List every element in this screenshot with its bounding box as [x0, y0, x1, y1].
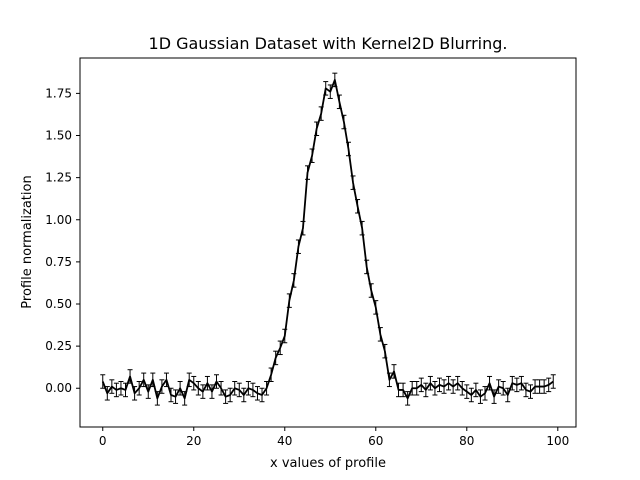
- axes-frame: [79, 57, 577, 428]
- x-tick-label: 100: [546, 434, 569, 448]
- series-line: [101, 79, 554, 400]
- x-tick-label: 20: [186, 434, 201, 448]
- x-axis-ticks: 0 20 40 60 80 100: [99, 427, 569, 448]
- y-tick-label: 1.00: [45, 213, 72, 227]
- plot-area: [100, 72, 556, 406]
- chart-title: 1D Gaussian Dataset with Kernel2D Blurri…: [149, 34, 508, 53]
- x-tick-label: 0: [99, 434, 107, 448]
- x-tick-label: 80: [459, 434, 474, 448]
- y-tick-label: 1.25: [45, 171, 72, 185]
- y-tick-label: 0.75: [45, 255, 72, 269]
- y-axis-ticks: 0.00 0.25 0.50 0.75 1.00 1.25 1.50 1.75: [45, 86, 80, 395]
- x-tick-label: 40: [277, 434, 292, 448]
- y-axis-label: Profile normalization: [20, 175, 35, 308]
- y-tick-label: 0.25: [45, 339, 72, 353]
- y-tick-label: 0.00: [45, 381, 72, 395]
- y-tick-label: 1.50: [45, 129, 72, 143]
- y-tick-label: 0.50: [45, 297, 72, 311]
- x-tick-label: 60: [368, 434, 383, 448]
- y-tick-label: 1.75: [45, 86, 72, 100]
- error-bar: [550, 374, 556, 389]
- x-axis-label: x values of profile: [270, 456, 386, 471]
